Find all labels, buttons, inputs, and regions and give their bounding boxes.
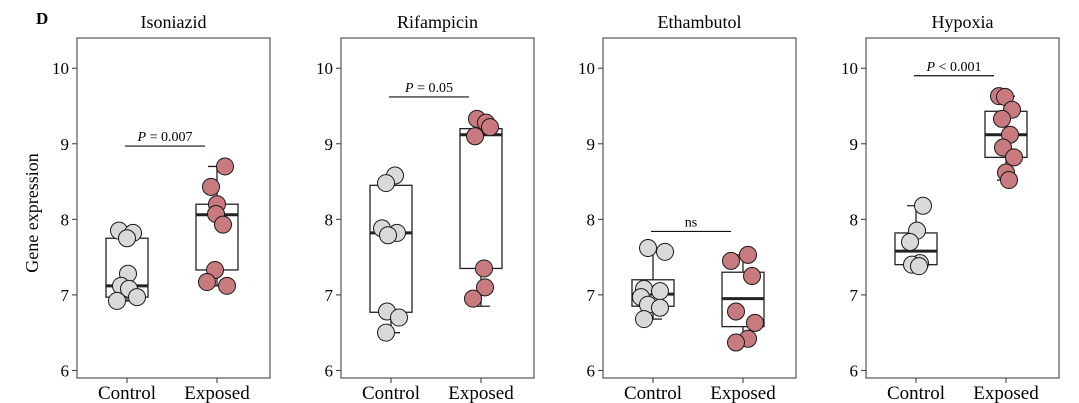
x-tick-label: Exposed [448, 383, 514, 403]
y-tick-label: 8 [587, 210, 596, 229]
data-point [651, 282, 669, 301]
y-tick-label: 7 [850, 286, 859, 305]
data-point [476, 278, 494, 297]
data-point [218, 276, 236, 295]
y-tick-label: 8 [61, 210, 70, 229]
y-tick-label: 8 [325, 210, 334, 229]
y-tick-label: 6 [325, 361, 334, 380]
plot-frame [865, 37, 1060, 379]
box-iqr [459, 128, 503, 270]
data-point [651, 298, 669, 317]
significance-label: ns [685, 215, 697, 230]
data-point [739, 245, 757, 264]
plot-frame [340, 37, 535, 379]
data-point [377, 174, 395, 193]
data-point [379, 226, 397, 245]
x-tick-label: Exposed [710, 383, 776, 403]
data-point [993, 109, 1011, 128]
data-point [128, 288, 146, 307]
panel-title: Ethambutol [658, 12, 742, 32]
plot-frame [602, 37, 797, 379]
data-point [743, 267, 761, 285]
y-tick-label: 9 [61, 135, 70, 154]
y-tick-label: 6 [850, 361, 859, 380]
y-tick-label: 9 [587, 135, 596, 154]
data-point [202, 177, 220, 196]
data-point [108, 291, 126, 310]
data-point [216, 157, 234, 176]
y-tick-label: 9 [850, 135, 859, 154]
plot-frame [76, 37, 271, 379]
chart-panels: 6 7 8 9 10 Isoniazid Control Exposed P = 0.007 6 7… [52, 12, 1060, 403]
data-point [481, 118, 499, 137]
p-value: = 0.05 [414, 81, 453, 96]
data-point [464, 289, 482, 308]
data-point [1000, 171, 1018, 190]
y-tick-label: 7 [325, 286, 334, 305]
p-value: = 0.007 [146, 130, 192, 145]
p-value: < 0.001 [935, 60, 981, 75]
data-point [901, 233, 919, 251]
y-tick-label: 8 [850, 210, 859, 229]
data-point [390, 308, 408, 327]
panel-title: Rifampicin [397, 12, 478, 32]
data-point [377, 323, 395, 342]
chart-panel: 6 7 8 9 10 Isoniazid Control Exposed P = 0.007 [52, 12, 271, 403]
data-point [198, 273, 216, 292]
x-tick-label: Control [624, 383, 682, 403]
data-point [727, 333, 745, 352]
data-point [746, 313, 764, 332]
p-symbol: P [137, 130, 147, 145]
y-tick-label: 10 [578, 59, 595, 78]
y-tick-label: 6 [61, 361, 70, 380]
panel-title: Hypoxia [932, 12, 994, 32]
chart-panel: 6 7 8 9 10 Ethambutol Control Exposed ns [578, 12, 797, 403]
chart-panel: 6 7 8 9 10 Rifampicin Control Exposed P = 0.05 [316, 12, 535, 403]
y-tick-label: 7 [587, 286, 596, 305]
x-tick-label: Control [887, 383, 945, 403]
data-point [656, 242, 674, 261]
significance-label: P < 0.001 [926, 60, 982, 75]
chart-panel: 6 7 8 9 10 Hypoxia Control Exposed P < 0.001 [841, 12, 1060, 403]
significance-label: P = 0.007 [137, 130, 193, 145]
x-tick-label: Exposed [973, 383, 1039, 403]
y-tick-label: 10 [316, 59, 333, 78]
significance-label: P = 0.05 [404, 81, 453, 96]
p-symbol: P [926, 60, 936, 75]
data-point [639, 239, 657, 258]
panel-title: Isoniazid [141, 12, 207, 32]
panel-letter: D [36, 9, 48, 28]
y-tick-label: 6 [587, 361, 596, 380]
data-point [118, 229, 136, 248]
y-tick-label: 7 [61, 286, 70, 305]
x-tick-label: Control [98, 383, 156, 403]
data-point [914, 196, 932, 215]
data-point [722, 251, 740, 270]
p-symbol: P [404, 81, 414, 96]
x-tick-label: Control [362, 383, 420, 403]
y-axis-label: Gene expression [22, 153, 42, 272]
data-point [910, 257, 928, 276]
data-point [466, 127, 484, 146]
y-tick-label: 10 [52, 59, 69, 78]
data-point [727, 302, 745, 321]
p-value: ns [685, 215, 697, 230]
data-point [214, 215, 232, 234]
data-point [1005, 148, 1023, 167]
y-tick-label: 9 [325, 135, 334, 154]
box-iqr [369, 184, 413, 313]
data-point [635, 310, 653, 329]
data-point [475, 259, 493, 278]
y-tick-label: 10 [841, 59, 858, 78]
x-tick-label: Exposed [184, 383, 250, 403]
